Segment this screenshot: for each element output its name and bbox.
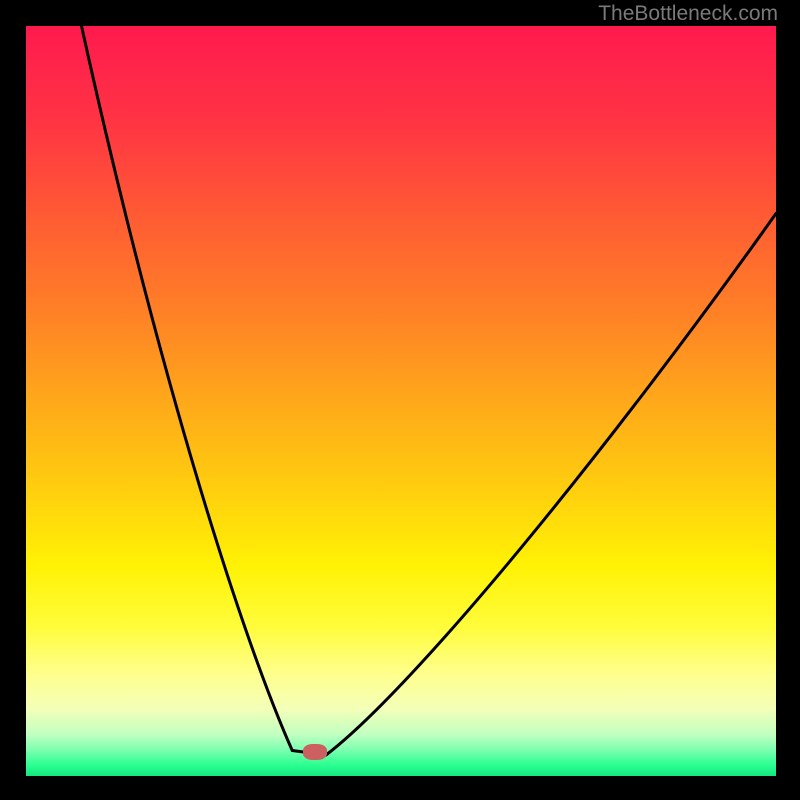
watermark-text: TheBottleneck.com: [598, 2, 778, 26]
v-curve-path: [82, 26, 777, 755]
chart-container: TheBottleneck.com: [0, 0, 800, 800]
plot-area: [26, 26, 776, 776]
optimal-point-marker: [303, 744, 327, 760]
bottleneck-curve: [26, 26, 776, 776]
